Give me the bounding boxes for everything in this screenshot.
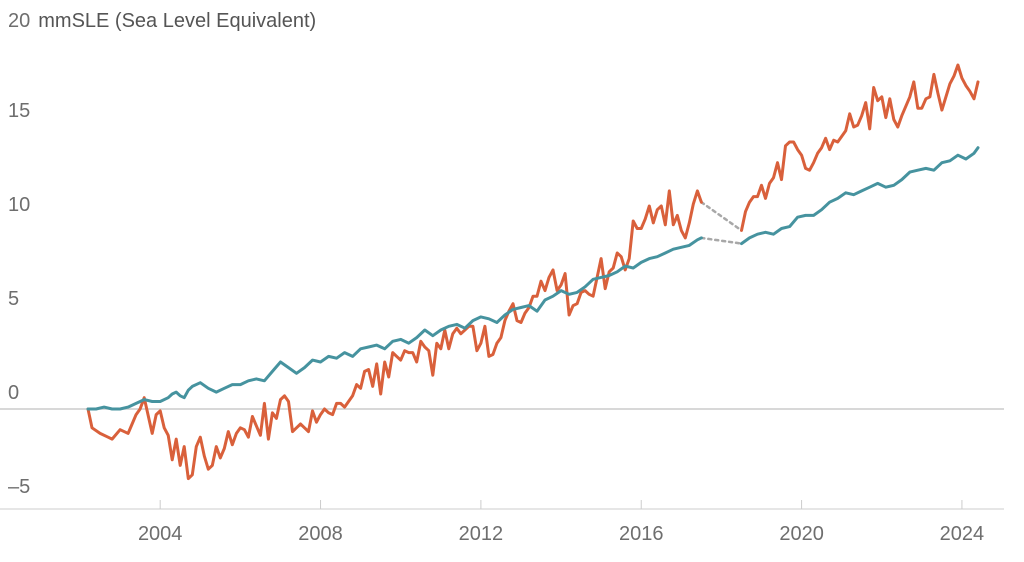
- x-tick-label: 2004: [138, 523, 183, 545]
- x-tick-label: 2012: [459, 523, 504, 545]
- y-tick-label: 0: [8, 382, 19, 404]
- teal-series-line-2: [740, 146, 980, 246]
- y-tick-label: 20 mmSLE (Sea Level Equivalent): [8, 10, 316, 32]
- orange-gap-line: [700, 200, 743, 232]
- y-axis-unit-label: mmSLE (Sea Level Equivalent): [38, 10, 316, 32]
- x-tick-label: 2008: [298, 523, 343, 545]
- x-tick-label: 2016: [619, 523, 664, 545]
- y-tick-label: 10: [8, 194, 30, 216]
- orange-series-line-2: [740, 63, 980, 232]
- labels: 2004 2008 2012 2016 2020 2024 –5 0 5 10 15 20 mmSLE …: [8, 10, 984, 545]
- series-lines: [86, 63, 980, 481]
- gap-lines: [700, 200, 743, 245]
- orange-series-line-1: [86, 189, 703, 481]
- axes: [0, 408, 1004, 510]
- x-tick-label: 2024: [940, 523, 985, 545]
- y-tick-label: 15: [8, 100, 30, 122]
- teal-gap-line: [700, 236, 743, 245]
- x-tick-label: 2020: [779, 523, 824, 545]
- teal-series-line-1: [86, 236, 703, 411]
- y-tick-label: –5: [8, 476, 30, 498]
- y-tick-label: 5: [8, 288, 19, 310]
